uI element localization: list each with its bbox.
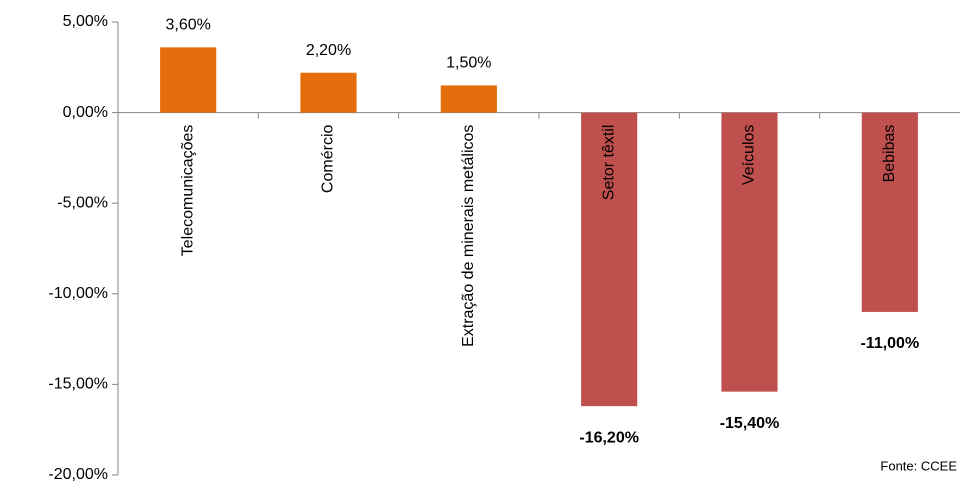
value-label: -11,00%	[860, 335, 919, 352]
y-tick-label: -10,00%	[48, 285, 108, 302]
value-label: -15,40%	[720, 415, 780, 432]
bar	[861, 112, 918, 312]
value-label: 1,50%	[446, 55, 491, 72]
bar	[440, 85, 497, 113]
source-note: Fonte: CCEE	[880, 458, 957, 473]
value-label: 2,20%	[306, 42, 351, 59]
y-tick-label: 0,00%	[63, 104, 108, 121]
x-tick-label: Telecomunicações	[179, 125, 196, 257]
y-tick-label: -20,00%	[48, 466, 108, 483]
y-tick-label: -5,00%	[57, 194, 108, 211]
x-tick-label: Setor têxtil	[600, 125, 617, 201]
x-tick-label: Comércio	[320, 125, 337, 194]
bar	[160, 47, 217, 113]
value-label: 3,60%	[165, 17, 210, 34]
bar	[581, 112, 638, 407]
y-tick-label: 5,00%	[63, 13, 108, 30]
x-tick-label: Bebibas	[881, 125, 898, 183]
bar	[721, 112, 778, 392]
x-tick-label: Veículos	[741, 125, 758, 185]
bar	[300, 72, 357, 113]
x-tick-label: Extração de minerais metálicos	[460, 125, 477, 347]
y-tick-label: -15,00%	[48, 376, 108, 393]
value-label: -16,20%	[579, 429, 639, 446]
